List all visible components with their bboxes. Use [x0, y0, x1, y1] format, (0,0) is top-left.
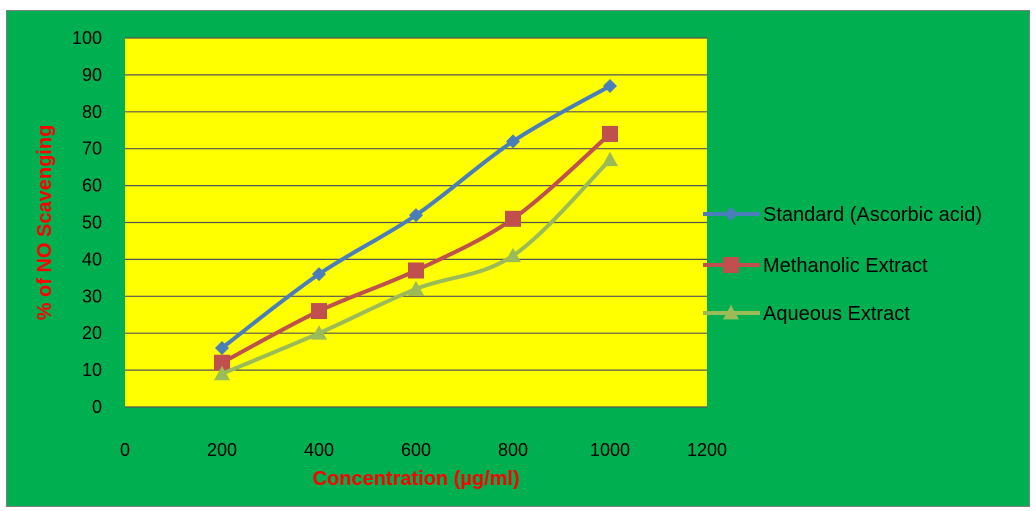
y-tick-label: 40: [82, 249, 102, 269]
x-tick-label: 600: [401, 440, 431, 460]
y-tick-label: 70: [82, 139, 102, 159]
legend-marker: [723, 305, 739, 320]
data-point: [506, 134, 520, 149]
data-point: [312, 267, 326, 282]
y-tick-label: 60: [82, 176, 102, 196]
x-tick-label: 1000: [590, 440, 630, 460]
series-group: [214, 78, 618, 381]
x-axis-title: Concentration (µg/ml): [312, 468, 519, 490]
series-2: [214, 151, 618, 381]
series-1: [214, 125, 618, 371]
y-axis-title: % of NO Scavenging: [34, 125, 56, 321]
data-point: [408, 262, 424, 279]
data-point: [311, 325, 327, 340]
data-point: [409, 208, 423, 223]
legend-item-2: Aqueous Extract: [703, 303, 910, 325]
y-axis-ticks: 0 10 20 30 40 50 60 70 80 90 100: [72, 28, 102, 417]
legend-label: Standard (Ascorbic acid): [763, 204, 982, 226]
chart-frame: [6, 10, 1030, 507]
data-point: [602, 125, 618, 142]
y-tick-label: 30: [82, 286, 102, 306]
x-tick-label: 0: [120, 440, 130, 460]
data-point: [505, 210, 521, 227]
x-tick-label: 800: [498, 440, 528, 460]
y-tick-label: 50: [82, 213, 102, 233]
legend-item-1: Methanolic Extract: [703, 255, 928, 277]
data-point: [214, 365, 230, 381]
y-tick-label: 10: [82, 360, 102, 380]
data-point: [311, 303, 327, 320]
y-tick-label: 80: [82, 102, 102, 122]
legend-item-0: Standard (Ascorbic acid): [703, 204, 982, 226]
x-axis-ticks: 0 200 400 600 800 1000 1200: [120, 440, 727, 460]
y-tick-label: 90: [82, 65, 102, 85]
data-point: [505, 247, 521, 263]
legend-label: Aqueous Extract: [763, 303, 910, 325]
gridlines: [125, 37, 707, 408]
legend-label: Methanolic Extract: [763, 255, 928, 277]
data-point: [408, 280, 424, 296]
series-0: [215, 78, 617, 355]
data-point: [602, 151, 618, 167]
y-tick-label: 100: [72, 28, 102, 48]
x-tick-label: 200: [207, 440, 237, 460]
legend-marker: [723, 257, 739, 273]
x-tick-label: 1200: [687, 440, 727, 460]
y-tick-label: 20: [82, 323, 102, 343]
legend-marker: [724, 207, 738, 221]
y-tick-label: 0: [92, 397, 102, 417]
data-point: [215, 340, 229, 355]
legend: Standard (Ascorbic acid) Methanolic Extra…: [703, 204, 982, 325]
data-point: [214, 354, 230, 371]
x-tick-label: 400: [304, 440, 334, 460]
data-point: [603, 78, 617, 93]
